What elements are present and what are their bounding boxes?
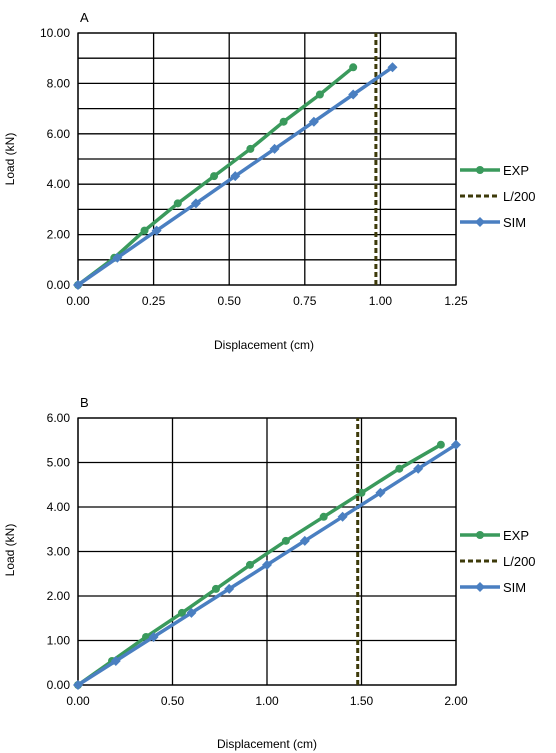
y-tick-label: 4.00 [47,177,71,191]
x-tick-label: 0.50 [218,294,242,308]
point-exp [210,172,218,180]
y-tick-label: 8.00 [47,76,71,90]
point-exp [246,145,254,153]
legend-marker-sim [475,217,485,227]
legend-label-sim: SIM [503,580,526,595]
point-exp [349,63,357,71]
point-exp [395,465,403,473]
point-exp [320,513,328,521]
point-exp [212,585,220,593]
legend-label-exp: EXP [503,163,529,178]
x-tick-label: 2.00 [444,694,468,708]
chart-marks: 0.00 0.25 0.50 0.75 1.00 1.25 0.00 2.00 4.00 6.00… [40,26,536,708]
y-tick-label: 1.00 [47,634,71,648]
plot-area-a: 0.00 0.25 0.50 0.75 1.00 1.25 0.00 2.00 4.00 6.00… [40,26,468,308]
point-exp [246,561,254,569]
legend-marker-exp [476,166,484,174]
y-tick-label: 10.00 [40,26,70,40]
x-axis-label-b: Displacement (cm) [217,737,317,751]
x-tick-label: 0.75 [293,294,317,308]
y-tick-label: 6.00 [47,411,71,425]
y-axis-label-a: Load (kN) [3,133,17,186]
x-tick-label: 1.00 [369,294,393,308]
x-tick-label: 0.50 [161,694,185,708]
legend-label-l200: L/200 [503,554,536,569]
legend-label-exp: EXP [503,528,529,543]
y-tick-label: 2.00 [47,228,71,242]
x-tick-label: 0.00 [66,694,90,708]
panel-label-a: A [80,10,89,25]
point-exp [316,90,324,98]
legend-label-l200: L/200 [503,189,536,204]
y-tick-label: 0.00 [47,278,71,292]
x-tick-label: 1.00 [255,694,279,708]
legend-marker-sim [475,582,485,592]
x-tick-label: 1.50 [350,694,374,708]
plot-area-b: 0.00 0.50 1.00 1.50 2.00 0.00 1.00 2.00 3.00 4.00… [47,411,468,708]
y-tick-label: 4.00 [47,500,71,514]
point-exp [141,227,149,235]
x-axis-label-a: Displacement (cm) [214,338,314,352]
x-tick-label: 0.00 [66,294,90,308]
y-tick-label: 2.00 [47,589,71,603]
legend-label-sim: SIM [503,215,526,230]
legend-marker-exp [476,531,484,539]
legend-a: EXP L/200 SIM [460,163,536,230]
point-exp [282,537,290,545]
x-tick-label: 0.25 [142,294,166,308]
x-tick-label: 1.25 [444,294,468,308]
y-axis-label-b: Load (kN) [3,524,17,577]
point-exp [280,118,288,126]
y-tick-label: 3.00 [47,545,71,559]
point-exp [437,441,445,449]
point-exp [174,199,182,207]
legend-b: EXP L/200 SIM [460,528,536,595]
y-tick-label: 5.00 [47,456,71,470]
y-tick-label: 0.00 [47,678,71,692]
y-tick-label: 6.00 [47,127,71,141]
panel-label-b: B [80,395,89,410]
